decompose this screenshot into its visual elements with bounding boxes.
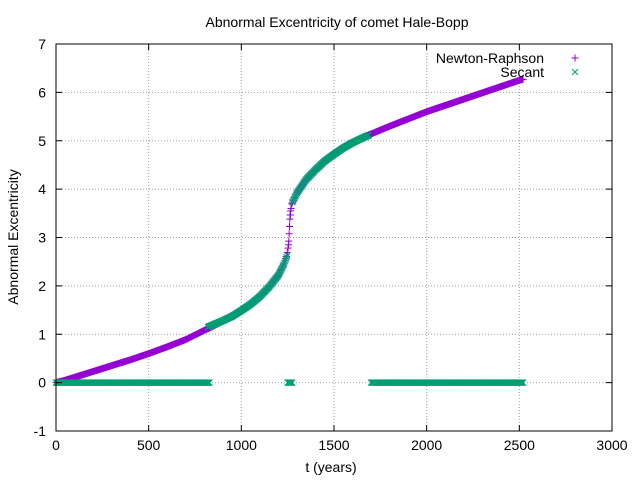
secant-point [286, 379, 294, 386]
y-tick-label: 1 [38, 326, 46, 342]
secant-point [280, 259, 288, 267]
x-tick-label: 1000 [226, 437, 257, 453]
legend: Newton-Raphson Secant [436, 50, 579, 80]
newton-raphson-point [284, 244, 292, 252]
secant-point [519, 379, 527, 386]
newton-raphson-point [285, 230, 293, 238]
y-axis-label: Abnormal Excentricity [5, 169, 21, 304]
plot-frame [55, 43, 613, 432]
y-tick-label: 2 [38, 278, 46, 294]
y-tick-label: 3 [38, 230, 46, 246]
secant-point [283, 253, 290, 261]
x-tick-label: 0 [52, 437, 60, 453]
secant-point [203, 379, 211, 386]
secant-point [281, 257, 289, 265]
y-tick-label: 5 [38, 133, 46, 149]
legend-label-secant: Secant [500, 64, 544, 80]
legend-label-newton-raphson: Newton-Raphson [436, 50, 544, 66]
x-tick-label: 2500 [504, 437, 535, 453]
data-points [52, 75, 527, 387]
grid-lines [56, 44, 612, 431]
y-tick-label: 6 [38, 84, 46, 100]
secant-point [288, 379, 296, 386]
legend-marker-secant [571, 68, 579, 76]
secant-point [518, 379, 526, 386]
x-tick-label: 3000 [596, 437, 627, 453]
y-tick-label: 7 [38, 36, 46, 52]
y-tick-label: 4 [38, 181, 46, 197]
secant-point [288, 379, 295, 386]
series-newton-raphson [52, 75, 527, 387]
secant-point [287, 379, 294, 386]
x-axis-label: t (years) [305, 459, 356, 475]
secant-point [285, 379, 293, 386]
secant-point [204, 379, 212, 386]
chart-title: Abnormal Excentricity of comet Hale-Bopp [206, 14, 469, 30]
newton-raphson-point [285, 241, 293, 249]
newton-raphson-point [287, 207, 295, 215]
secant-point [516, 379, 524, 386]
secant-point [203, 379, 210, 386]
secant-point [205, 379, 213, 386]
secant-point [282, 255, 290, 263]
secant-point [283, 252, 291, 259]
x-tick-label: 1500 [318, 437, 349, 453]
series-secant [52, 131, 527, 386]
newton-raphson-point [286, 222, 294, 230]
secant-point [365, 131, 373, 139]
secant-point [206, 379, 213, 386]
x-tick-label: 2000 [411, 437, 442, 453]
secant-point [518, 379, 525, 386]
newton-raphson-point [519, 75, 527, 83]
y-tick-label: 0 [38, 375, 46, 391]
x-tick-label: 500 [137, 437, 161, 453]
secant-point [280, 261, 287, 269]
legend-marker-newton-raphson [571, 54, 579, 62]
axes: 0 500 1000 1500 2000 2500 3000 -1 0 1 2 3 4 5 6 7 [34, 36, 628, 453]
y-tick-label: -1 [34, 423, 47, 439]
secant-point [517, 379, 525, 386]
